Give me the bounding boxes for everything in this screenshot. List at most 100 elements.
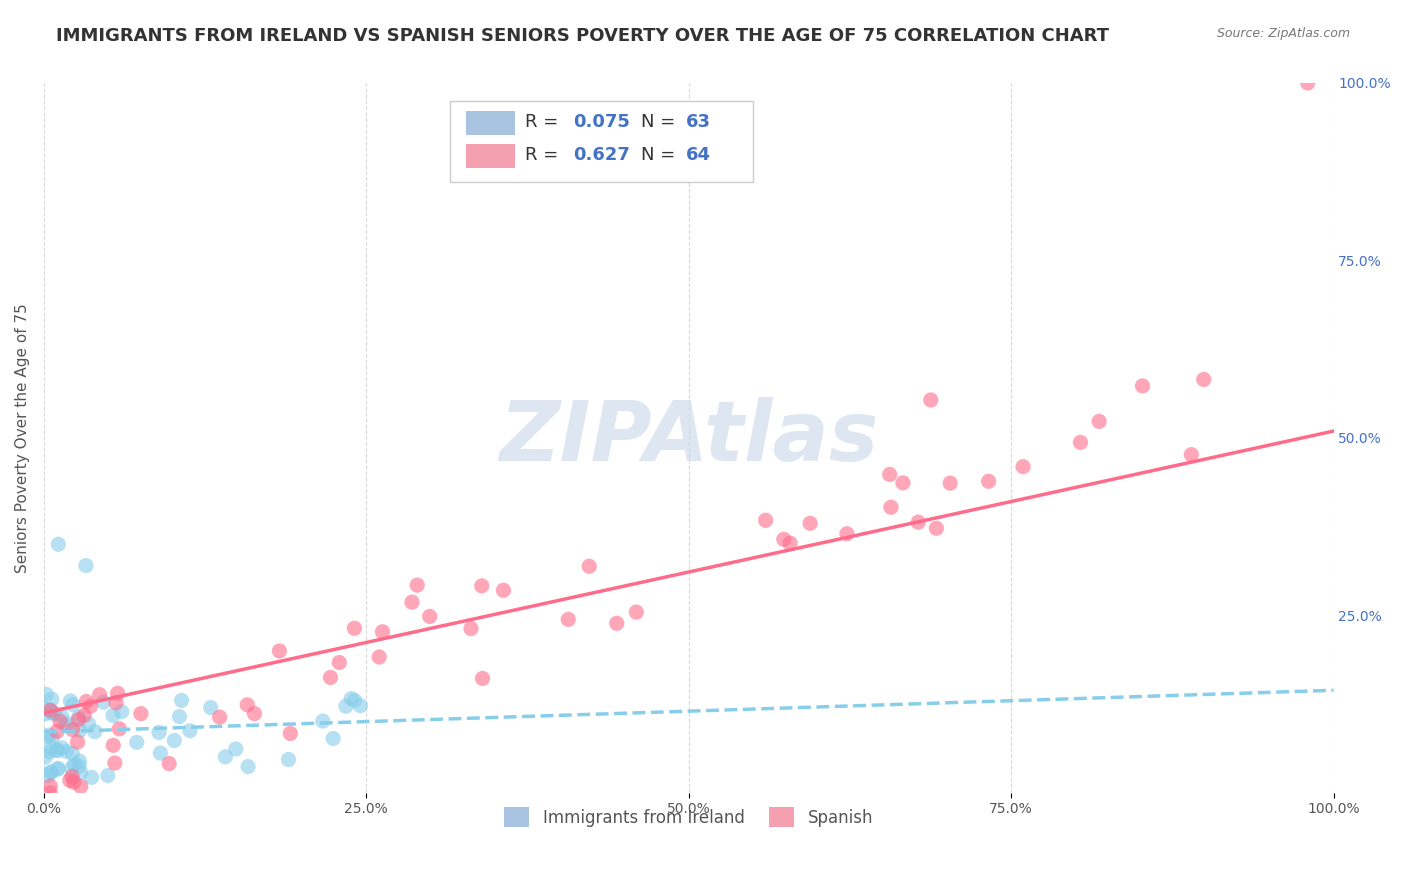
Point bbox=[79, 699, 101, 714]
Point bbox=[55, 718, 77, 732]
Point bbox=[62, 698, 84, 712]
Point bbox=[62, 775, 84, 789]
Point bbox=[77, 716, 100, 731]
Point bbox=[46, 743, 69, 757]
Point bbox=[277, 753, 299, 767]
Point bbox=[343, 621, 366, 635]
Point bbox=[1180, 448, 1202, 462]
Point bbox=[41, 692, 63, 706]
Point bbox=[772, 533, 794, 547]
Text: Source: ZipAtlas.com: Source: ZipAtlas.com bbox=[1216, 27, 1350, 40]
Point bbox=[879, 467, 901, 482]
Point bbox=[46, 724, 69, 739]
Point bbox=[578, 559, 600, 574]
Point bbox=[319, 671, 342, 685]
Point bbox=[557, 612, 579, 626]
Text: 64: 64 bbox=[686, 146, 711, 164]
Point bbox=[880, 500, 903, 515]
Point bbox=[75, 694, 97, 708]
Point bbox=[401, 595, 423, 609]
Point bbox=[1012, 459, 1035, 474]
Text: ZIPAtlas: ZIPAtlas bbox=[499, 397, 879, 478]
Text: 63: 63 bbox=[686, 113, 711, 131]
Point bbox=[35, 730, 58, 744]
Point bbox=[49, 714, 72, 729]
Text: 0.075: 0.075 bbox=[572, 113, 630, 131]
Point bbox=[343, 693, 366, 707]
Point bbox=[492, 583, 515, 598]
Point bbox=[920, 392, 942, 407]
Point bbox=[157, 756, 180, 771]
Point bbox=[63, 757, 86, 772]
Point bbox=[170, 693, 193, 707]
Point bbox=[1088, 414, 1111, 428]
Point bbox=[1192, 372, 1215, 386]
Point bbox=[56, 717, 79, 731]
Point bbox=[39, 706, 62, 720]
Text: IMMIGRANTS FROM IRELAND VS SPANISH SENIORS POVERTY OVER THE AGE OF 75 CORRELATIO: IMMIGRANTS FROM IRELAND VS SPANISH SENIO… bbox=[56, 27, 1109, 45]
Point bbox=[59, 773, 82, 788]
Point bbox=[243, 706, 266, 721]
Text: 0.627: 0.627 bbox=[572, 146, 630, 164]
Point bbox=[799, 516, 821, 531]
Point bbox=[108, 722, 131, 736]
Point bbox=[42, 706, 65, 720]
Point bbox=[208, 710, 231, 724]
Point bbox=[34, 750, 56, 764]
Point bbox=[371, 624, 394, 639]
Point bbox=[328, 656, 350, 670]
Point bbox=[149, 746, 172, 760]
Point bbox=[39, 786, 62, 800]
Point bbox=[907, 515, 929, 529]
Point bbox=[236, 759, 259, 773]
FancyBboxPatch shape bbox=[465, 144, 515, 168]
Y-axis label: Seniors Poverty Over the Age of 75: Seniors Poverty Over the Age of 75 bbox=[15, 303, 30, 573]
Point bbox=[471, 672, 494, 686]
Point bbox=[835, 526, 858, 541]
Point bbox=[104, 696, 127, 710]
Point bbox=[51, 740, 73, 755]
Point bbox=[1296, 76, 1319, 90]
Point bbox=[41, 765, 63, 780]
Point bbox=[39, 765, 62, 780]
Legend: Immigrants from Ireland, Spanish: Immigrants from Ireland, Spanish bbox=[498, 800, 880, 834]
Point bbox=[35, 706, 58, 721]
Point bbox=[460, 622, 482, 636]
Point bbox=[406, 578, 429, 592]
Point bbox=[471, 579, 494, 593]
Point bbox=[891, 475, 914, 490]
Point bbox=[1132, 379, 1154, 393]
Point bbox=[55, 744, 77, 758]
Point bbox=[60, 769, 83, 783]
Point bbox=[39, 703, 62, 717]
Point bbox=[111, 705, 134, 719]
Point bbox=[368, 650, 391, 665]
Point bbox=[41, 731, 63, 746]
Point bbox=[322, 731, 344, 746]
Point bbox=[101, 708, 124, 723]
Point bbox=[73, 708, 96, 723]
Point bbox=[51, 709, 73, 723]
Point bbox=[169, 709, 191, 723]
Point bbox=[939, 476, 962, 491]
FancyBboxPatch shape bbox=[450, 101, 754, 182]
Point bbox=[214, 749, 236, 764]
Point bbox=[107, 686, 129, 700]
Text: R =: R = bbox=[524, 146, 564, 164]
Point bbox=[977, 475, 1000, 489]
Text: R =: R = bbox=[524, 113, 564, 131]
FancyBboxPatch shape bbox=[465, 111, 515, 135]
Point bbox=[626, 605, 648, 619]
Point bbox=[62, 723, 84, 737]
Point bbox=[340, 691, 363, 706]
Point bbox=[46, 761, 69, 775]
Point bbox=[179, 723, 201, 738]
Point bbox=[69, 780, 91, 794]
Point bbox=[163, 733, 186, 747]
Point bbox=[349, 698, 371, 713]
Point bbox=[46, 743, 69, 757]
Point bbox=[46, 537, 69, 551]
Point bbox=[41, 740, 63, 755]
Point bbox=[34, 702, 56, 716]
Point bbox=[46, 762, 69, 776]
